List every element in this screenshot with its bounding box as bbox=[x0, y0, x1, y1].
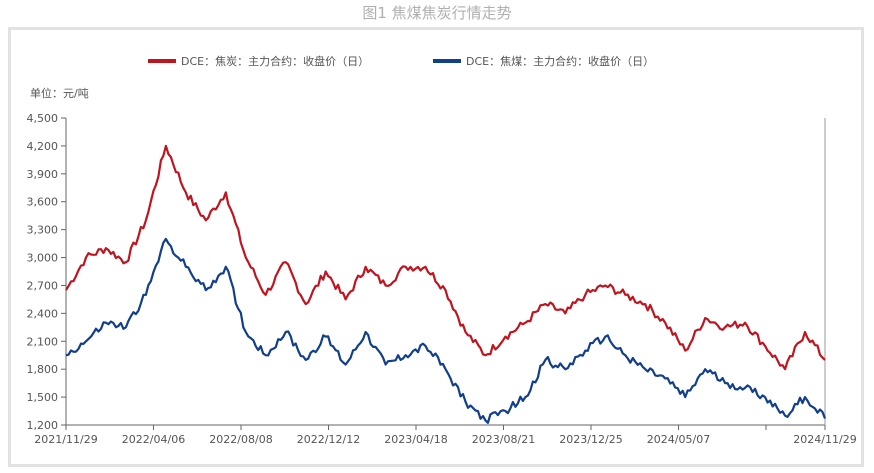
x-tick-label: 2023/04/18 bbox=[384, 433, 447, 446]
x-tick-label: 2024/05/07 bbox=[647, 433, 710, 446]
y-tick-label: 4,500 bbox=[27, 112, 59, 125]
y-tick-label: 2,100 bbox=[27, 335, 59, 348]
y-tick-label: 1,800 bbox=[27, 363, 59, 376]
y-tick-label: 2,400 bbox=[27, 307, 59, 320]
x-tick-label: 2022/08/08 bbox=[209, 433, 272, 446]
y-tick-label: 3,900 bbox=[27, 168, 59, 181]
series-line-coke bbox=[65, 144, 826, 371]
x-tick-label: 2022/04/06 bbox=[122, 433, 185, 446]
y-tick-label: 3,300 bbox=[27, 224, 59, 237]
legend-label: DCE：焦炭：主力合约：收盘价（日） bbox=[181, 54, 369, 68]
y-tick-label: 3,000 bbox=[27, 252, 59, 265]
unit-label: 单位：元/吨 bbox=[30, 86, 89, 100]
series-line-coking-coal bbox=[65, 237, 827, 424]
x-tick-label: 2024/11/29 bbox=[793, 433, 856, 446]
y-tick-label: 4,200 bbox=[27, 140, 59, 153]
x-tick-label: 2021/11/29 bbox=[34, 433, 97, 446]
legend-label: DCE：焦煤：主力合约：收盘价（日） bbox=[466, 54, 654, 68]
x-tick-label: 2023/08/21 bbox=[472, 433, 535, 446]
figure-title: 图1 焦煤焦炭行情走势 bbox=[362, 4, 512, 22]
chart-frame bbox=[8, 27, 864, 467]
y-tick-label: 1,500 bbox=[27, 391, 59, 404]
y-tick-label: 2,700 bbox=[27, 279, 59, 292]
x-tick-label: 2022/12/12 bbox=[297, 433, 360, 446]
x-tick-label: 2023/12/25 bbox=[559, 433, 622, 446]
y-tick-label: 3,600 bbox=[27, 196, 59, 209]
y-tick-label: 1,200 bbox=[27, 419, 59, 432]
